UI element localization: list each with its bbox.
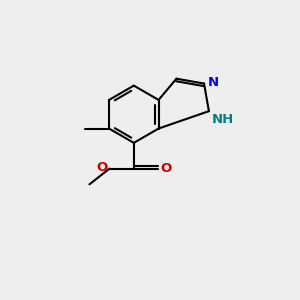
Text: O: O bbox=[96, 161, 107, 174]
Text: N: N bbox=[208, 76, 219, 88]
Text: O: O bbox=[160, 162, 171, 175]
Text: NH: NH bbox=[212, 113, 234, 126]
